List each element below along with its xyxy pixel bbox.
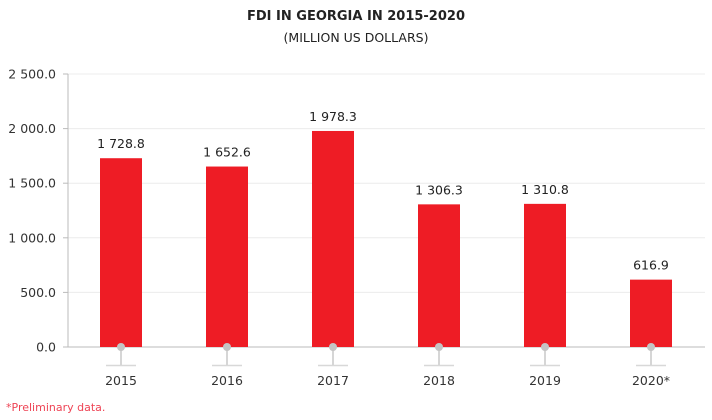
x-tick-marker (223, 343, 231, 351)
y-tick-label: 1 500.0 (8, 176, 56, 191)
x-tick-label: 2015 (105, 373, 137, 388)
chart-title: FDI IN GEORGIA IN 2015-2020 (247, 9, 465, 24)
y-tick-label: 1 000.0 (8, 230, 56, 245)
x-tick-label: 2018 (423, 373, 455, 388)
footnote: *Preliminary data. (6, 401, 106, 414)
y-tick-label: 2 500.0 (8, 67, 56, 82)
bar (206, 166, 248, 347)
y-tick-label: 2 000.0 (8, 121, 56, 136)
chart-subtitle: (MILLION US DOLLARS) (283, 30, 429, 45)
x-tick-marker (117, 343, 125, 351)
data-label: 1 978.3 (309, 109, 357, 124)
bar (630, 279, 672, 347)
x-tick-label: 2019 (529, 373, 561, 388)
bar (524, 203, 566, 347)
y-tick-label: 0.0 (36, 340, 56, 355)
bar (312, 130, 354, 347)
bar (100, 158, 142, 347)
x-tick-label: 2020* (632, 373, 670, 388)
data-label: 1 652.6 (203, 145, 251, 160)
x-tick-marker (435, 343, 443, 351)
x-tick-marker (647, 343, 655, 351)
data-label: 1 728.8 (97, 136, 145, 151)
x-tick-marker (541, 343, 549, 351)
bar (418, 204, 460, 347)
data-label: 1 306.3 (415, 182, 463, 197)
data-label: 1 310.8 (521, 182, 569, 197)
data-label: 616.9 (633, 258, 669, 273)
x-tick-label: 2016 (211, 373, 243, 388)
y-tick-label: 500.0 (20, 285, 56, 300)
x-tick-label: 2017 (317, 373, 349, 388)
x-tick-marker (329, 343, 337, 351)
